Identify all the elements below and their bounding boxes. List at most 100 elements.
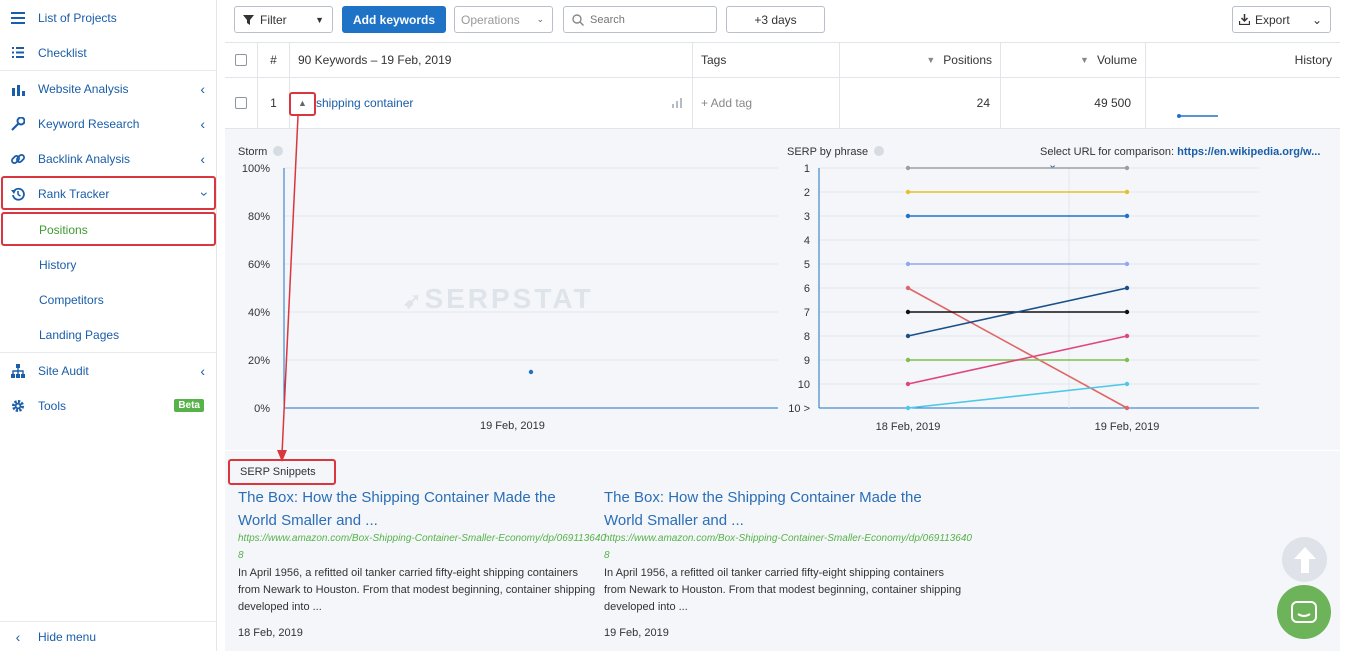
export-button[interactable]: Export ⌄: [1232, 6, 1331, 33]
serp-phrase-title-label: SERP by phrase: [787, 146, 869, 158]
sidebar-item-backlink-analysis[interactable]: Backlink Analysis ‹: [0, 141, 217, 176]
sidebar-subitem-positions[interactable]: Positions: [0, 212, 217, 247]
collapse-toggle-icon[interactable]: ▲: [298, 98, 307, 108]
annotation-highlight: [1, 176, 216, 210]
data-point: [1124, 213, 1130, 219]
row-checkbox[interactable]: [235, 97, 247, 109]
row-select-cell: [225, 78, 258, 128]
add-tag-button[interactable]: + Add tag: [693, 78, 840, 128]
sidebar-divider: [0, 70, 217, 71]
scroll-top-button[interactable]: [1282, 537, 1327, 582]
chat-button[interactable]: [1277, 585, 1331, 639]
data-point: [1124, 285, 1130, 291]
serpstat-watermark: ➹SERPSTAT: [403, 283, 594, 315]
series-line: [907, 287, 1128, 337]
header-volume[interactable]: ▼ Volume: [1001, 43, 1146, 77]
table-header: # 90 Keywords – 19 Feb, 2019 Tags ▼ Posi…: [225, 42, 1340, 78]
download-icon: [1239, 14, 1250, 25]
sidebar-subitem-history[interactable]: History: [0, 247, 217, 282]
data-point: [1124, 261, 1130, 267]
serpstat-logo-icon: ➹: [403, 288, 425, 313]
hide-menu-button[interactable]: ‹ Hide menu: [0, 622, 217, 651]
y-tick-label: 100%: [242, 163, 270, 175]
search-icon: [572, 13, 584, 26]
y-tick-label: 3: [804, 211, 810, 223]
sort-icon: ▼: [1080, 55, 1089, 65]
data-point: [905, 357, 911, 363]
header-keywords: 90 Keywords – 19 Feb, 2019: [290, 43, 693, 77]
select-all-checkbox[interactable]: [235, 54, 247, 66]
keyword-link[interactable]: shipping container: [316, 96, 414, 110]
sidebar-subitem-label: History: [39, 257, 77, 272]
sidebar-subitem-landing-pages[interactable]: Landing Pages: [0, 317, 217, 352]
chevron-down-icon: ⌄: [1311, 12, 1322, 27]
storm-x-label: 19 Feb, 2019: [480, 420, 545, 432]
sidebar-subitem-competitors[interactable]: Competitors: [0, 282, 217, 317]
snippet-url[interactable]: https://www.amazon.com/Box-Shipping-Cont…: [604, 533, 972, 561]
sidebar-divider: [0, 352, 217, 353]
sidebar-item-label: Site Audit: [38, 363, 89, 378]
y-tick-label: 20%: [248, 355, 270, 367]
beta-badge: Beta: [174, 399, 204, 412]
series-line: [907, 287, 1128, 409]
snippet-title-link[interactable]: The Box: How the Shipping Container Made…: [604, 489, 922, 529]
y-tick-label: 5: [804, 259, 810, 271]
sidebar-item-keyword-research[interactable]: Keyword Research ‹: [0, 106, 217, 141]
compare-label: Select URL for comparison:: [1040, 146, 1175, 158]
sidebar-subitem-label: Competitors: [39, 292, 104, 307]
operations-select[interactable]: Operations ⌄: [454, 6, 553, 33]
data-point: [905, 261, 911, 267]
data-point: [1124, 357, 1130, 363]
snippet-description: In April 1956, a refitted oil tanker car…: [238, 567, 596, 613]
data-point: [905, 309, 911, 315]
chevron-down-icon: ⌄: [1048, 159, 1058, 171]
storm-chart: 100% 80% 60% 40% 20% 0%: [242, 163, 778, 415]
row-history: [1146, 78, 1340, 128]
chevron-left-icon: ‹: [15, 628, 21, 645]
annotation-highlight: [1, 212, 216, 246]
header-history: History: [1294, 53, 1332, 67]
sidebar-item-website-analysis[interactable]: Website Analysis ‹: [0, 71, 217, 106]
sidebar-item-rank-tracker[interactable]: Rank Tracker ‹: [0, 176, 217, 211]
data-point: [905, 213, 911, 219]
data-point: [905, 189, 911, 195]
annotation-highlight: [289, 92, 316, 116]
sidebar-item-label: Keyword Research: [38, 116, 140, 131]
sidebar-item-label: Rank Tracker: [38, 186, 110, 201]
header-tags: Tags: [693, 43, 840, 77]
sidebar-item-site-audit[interactable]: Site Audit ‹: [0, 353, 217, 388]
search-field[interactable]: [563, 6, 717, 33]
compare-url-select[interactable]: Select URL for comparison: https://en.wi…: [1040, 146, 1340, 171]
add-keywords-button[interactable]: Add keywords: [342, 6, 446, 33]
sidebar-item-tools[interactable]: Tools Beta: [0, 388, 217, 423]
serp-phrase-chart: 1 2 3 4 5 6 7 8 9 10 10 > 18 Feb, 2019 19 Feb, 2019: [788, 163, 1259, 433]
filter-button[interactable]: Filter ▼: [234, 6, 333, 33]
info-icon[interactable]: [874, 146, 885, 156]
gear-icon: [10, 398, 26, 414]
search-input[interactable]: [590, 13, 710, 26]
sidebar-item-list-of-projects[interactable]: List of Projects: [0, 0, 217, 35]
snippet-url[interactable]: https://www.amazon.com/Box-Shipping-Cont…: [238, 533, 606, 561]
snippet-title-link[interactable]: The Box: How the Shipping Container Made…: [238, 489, 556, 529]
sort-icon: ▼: [926, 55, 936, 65]
sidebar-item-label: Website Analysis: [38, 81, 129, 96]
sidebar-item-checklist[interactable]: Checklist: [0, 35, 217, 70]
link-icon: [10, 151, 26, 167]
hide-menu-label: Hide menu: [38, 629, 97, 644]
header-positions-label: Positions: [943, 53, 992, 67]
serp-phrase-title: SERP by phrase: [787, 146, 885, 158]
header-positions[interactable]: ▼ Positions: [840, 43, 1001, 77]
sidebar-subitem-label: Positions: [39, 222, 88, 237]
sitemap-icon: [10, 363, 26, 379]
data-point: [528, 369, 534, 375]
data-point: [1124, 333, 1130, 339]
row-volume: 49 500: [1001, 78, 1146, 128]
days-button[interactable]: +3 days: [726, 6, 825, 33]
snippet-date: 18 Feb, 2019: [238, 627, 303, 639]
y-tick-label: 4: [804, 235, 810, 247]
storm-title: Storm: [238, 146, 284, 158]
bar-chart-icon[interactable]: [672, 98, 683, 108]
info-icon[interactable]: [273, 146, 284, 156]
chevron-down-icon: ⌄: [536, 14, 544, 24]
data-point: [905, 405, 911, 411]
